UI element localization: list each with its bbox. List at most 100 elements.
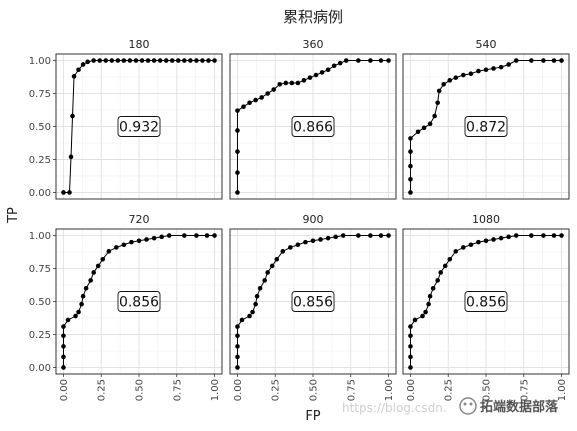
x-tick-label: 1.00 — [384, 379, 395, 401]
roc-point — [506, 234, 511, 240]
roc-point — [115, 58, 121, 63]
roc-point — [136, 238, 142, 244]
roc-point — [356, 58, 361, 63]
roc-point — [194, 233, 199, 238]
roc-point — [254, 293, 260, 299]
roc-point — [127, 58, 133, 63]
roc-point — [235, 108, 240, 113]
roc-point — [259, 95, 264, 100]
x-tick-label: 0.25 — [444, 379, 455, 401]
x-tick-label: 0.75 — [346, 379, 357, 401]
roc-point — [427, 293, 433, 299]
auc-label-box — [464, 291, 508, 312]
roc-point — [426, 301, 431, 307]
roc-point — [491, 237, 496, 242]
roc-point — [265, 270, 270, 275]
roc-point — [303, 239, 308, 245]
auc-label: 0.866 — [293, 120, 333, 136]
roc-point — [421, 125, 427, 131]
panel-border — [229, 228, 397, 375]
roc-point — [408, 324, 413, 329]
x-tick-label: 0.00 — [406, 379, 417, 401]
roc-point — [204, 233, 210, 238]
y-tick-label: 0.00 — [29, 363, 51, 374]
auc-label: 0.856 — [119, 295, 159, 311]
roc-point — [235, 324, 240, 329]
roc-point — [368, 233, 373, 238]
roc-point — [253, 301, 258, 307]
roc-point — [378, 233, 384, 238]
roc-point — [318, 237, 323, 242]
roc-point — [483, 67, 489, 73]
panel-180: 180 0.00 0.25 0.50 0.75 1.00 0.932 — [29, 38, 223, 200]
roc-point — [163, 58, 169, 63]
roc-point — [343, 58, 349, 63]
chart-title: 累积病例 — [283, 8, 343, 26]
y-tick-label: 0.25 — [29, 155, 51, 166]
roc-point — [175, 58, 181, 63]
roc-point — [386, 233, 391, 238]
roc-point — [430, 286, 436, 291]
roc-point — [483, 238, 489, 244]
roc-point — [129, 239, 134, 245]
x-tick-label: 0.50 — [135, 379, 146, 401]
roc-point — [95, 263, 101, 269]
roc-point — [340, 233, 346, 238]
roc-point — [235, 333, 240, 339]
roc-point — [145, 58, 151, 63]
roc-point — [271, 87, 277, 92]
roc-point — [139, 58, 145, 63]
roc-point — [265, 91, 270, 96]
roc-point — [408, 163, 413, 169]
roc-point — [121, 58, 127, 63]
roc-point — [144, 237, 149, 242]
roc-point — [337, 60, 343, 66]
roc-point — [61, 324, 66, 329]
auc-label: 0.856 — [293, 295, 333, 311]
roc-point — [88, 278, 93, 283]
roc-point — [235, 365, 240, 370]
roc-point — [200, 58, 205, 63]
roc-point — [476, 239, 481, 245]
y-tick-label: 0.50 — [29, 122, 51, 133]
panel-900: 900 0.00 0.25 0.50 0.75 1.00 0.856 — [229, 213, 397, 401]
auc-label-box — [464, 116, 508, 137]
roc-point — [250, 309, 255, 315]
roc-point — [408, 190, 413, 195]
panel-strip-label: 540 — [476, 38, 497, 51]
roc-point — [182, 233, 187, 238]
y-tick-label: 0.25 — [29, 330, 51, 341]
roc-point — [159, 234, 164, 240]
roc-point — [551, 233, 557, 238]
roc-point — [65, 317, 71, 323]
x-tick-label: 0.50 — [309, 379, 320, 401]
y-tick-label: 0.75 — [29, 264, 51, 275]
roc-point — [441, 81, 447, 87]
panel-border — [402, 53, 570, 200]
auc-label: 0.872 — [466, 120, 506, 136]
roc-point — [269, 263, 275, 269]
roc-curve-line — [236, 235, 389, 368]
roc-point — [235, 149, 240, 154]
roc-point — [133, 58, 139, 63]
roc-point — [435, 278, 440, 283]
panel-1080: 1080 0.00 0.25 0.50 0.75 1.00 0.856 — [402, 213, 570, 401]
roc-point — [182, 58, 187, 63]
roc-point — [408, 365, 413, 370]
x-tick-label: 0.25 — [271, 379, 282, 401]
watermark-brand: 拓端数据部落 — [480, 399, 559, 415]
roc-point — [541, 233, 546, 238]
roc-point — [235, 354, 240, 360]
roc-point — [61, 354, 66, 360]
roc-point — [506, 62, 511, 67]
roc-point — [188, 58, 193, 63]
x-axis-label: FP — [305, 409, 320, 424]
roc-point — [559, 58, 564, 63]
y-tick-label: 0.75 — [29, 89, 51, 100]
roc-point — [151, 235, 157, 241]
roc-point — [408, 136, 413, 141]
roc-point — [169, 58, 175, 63]
roc-point — [307, 75, 313, 80]
roc-point — [442, 263, 448, 269]
roc-point — [447, 78, 453, 83]
